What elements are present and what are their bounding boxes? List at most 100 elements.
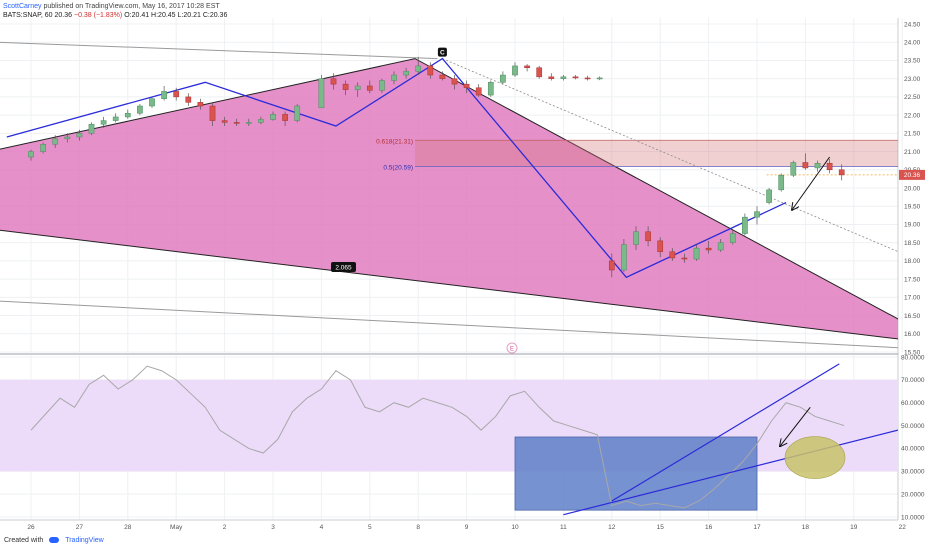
extension-badge bbox=[331, 262, 356, 272]
price-y-tick-label: 15.50 bbox=[904, 349, 921, 356]
candle-body bbox=[185, 96, 192, 103]
point-c-label: C bbox=[440, 50, 445, 57]
candle-body bbox=[366, 85, 373, 91]
candle-body bbox=[487, 82, 494, 96]
candle-body bbox=[705, 247, 712, 251]
candle-body bbox=[427, 65, 434, 76]
price-tag-bg bbox=[899, 169, 925, 180]
candle-body bbox=[76, 133, 83, 138]
x-tick-label: 5 bbox=[368, 524, 372, 531]
x-tick-label: 10 bbox=[511, 524, 519, 531]
harmonic-pattern-line bbox=[6, 57, 787, 279]
candle-body bbox=[318, 78, 325, 109]
publisher-line: ScottCarney published on TradingView.com… bbox=[3, 2, 220, 11]
price-y-tick-label: 21.50 bbox=[904, 131, 921, 138]
created-with-text: Created with bbox=[4, 537, 44, 544]
candle-body bbox=[100, 120, 107, 125]
candle-body bbox=[621, 244, 627, 271]
x-tick-label: 11 bbox=[560, 524, 567, 531]
candle-body bbox=[28, 151, 34, 158]
x-tick-label: May bbox=[170, 524, 183, 531]
ohlc-values: O:20.41 H:20.45 L:20.21 C:20.36 bbox=[124, 12, 228, 19]
candle-body bbox=[173, 91, 180, 98]
point-c-badge bbox=[437, 47, 447, 57]
price-y-tick-label: 20.00 bbox=[904, 185, 921, 192]
x-tick-label: 18 bbox=[802, 524, 810, 531]
tradingview-brand[interactable]: TradingView bbox=[65, 537, 104, 544]
candle-body bbox=[282, 114, 288, 121]
author-link[interactable]: ScottCarney bbox=[3, 3, 42, 10]
candle-body bbox=[560, 76, 567, 79]
fib-0618-label: 0.618(21.31) bbox=[376, 138, 413, 145]
x-tick-label: 16 bbox=[705, 524, 713, 531]
x-tick-label: 22 bbox=[899, 524, 907, 531]
point-e-badge bbox=[506, 342, 518, 354]
candle-body bbox=[754, 211, 760, 218]
price-y-tick-label: 16.50 bbox=[904, 313, 921, 320]
rsi-y-tick-label: 60.0000 bbox=[901, 400, 925, 407]
candle-body bbox=[681, 257, 688, 260]
candle-body bbox=[88, 123, 95, 134]
x-tick-label: 2 bbox=[223, 524, 227, 531]
ohlc-line: BATS:SNAP, 60 20.36 −0.38 (−1.83%) O:20.… bbox=[3, 11, 227, 20]
price-y-tick-label: 19.50 bbox=[904, 204, 921, 211]
x-tick-label: 9 bbox=[465, 524, 469, 531]
x-tick-label: 26 bbox=[27, 524, 35, 531]
rsi-box bbox=[514, 436, 758, 511]
candle-body bbox=[197, 102, 204, 107]
candle-body bbox=[161, 91, 167, 99]
price-y-tick-label: 23.00 bbox=[904, 76, 921, 83]
candle-body bbox=[802, 162, 809, 169]
rsi-pane bbox=[0, 363, 898, 516]
candle-body bbox=[838, 169, 845, 176]
price-y-tick-label: 23.50 bbox=[904, 58, 921, 65]
candle-body bbox=[729, 233, 736, 243]
x-tick-label: 27 bbox=[76, 524, 84, 531]
candle-body bbox=[536, 67, 543, 78]
candle-body bbox=[52, 138, 59, 145]
price-y-tick-label: 17.00 bbox=[904, 295, 921, 302]
candle-body bbox=[633, 231, 639, 245]
candle-body bbox=[342, 83, 349, 90]
rsi-trendline-steep bbox=[611, 363, 840, 502]
projection-dotted-line bbox=[442, 58, 898, 253]
price-y-tick-label: 24.00 bbox=[904, 40, 921, 47]
candle-body bbox=[596, 77, 603, 80]
price-arrow bbox=[792, 156, 831, 210]
channel-line-bottom bbox=[0, 300, 898, 349]
candle-body bbox=[245, 122, 252, 124]
candle-body bbox=[64, 136, 71, 140]
last-price: 20.36 bbox=[54, 12, 73, 19]
x-tick-label: 17 bbox=[753, 524, 761, 531]
footer: Created with TradingView bbox=[4, 537, 104, 544]
candle-body bbox=[379, 80, 385, 91]
candle-body bbox=[693, 247, 700, 260]
candle-body bbox=[657, 240, 664, 253]
rsi-y-tick-label: 40.0000 bbox=[901, 446, 925, 453]
x-tick-label: 8 bbox=[416, 524, 420, 531]
price-tag-text: 20.36 bbox=[904, 172, 921, 179]
candle-body bbox=[209, 105, 216, 121]
candle-body bbox=[475, 87, 482, 96]
price-y-tick-label: 24.50 bbox=[904, 21, 921, 28]
candle-body bbox=[221, 120, 228, 123]
rsi-line bbox=[30, 365, 845, 509]
candle-body bbox=[572, 76, 579, 79]
change-value: −0.38 (−1.83%) bbox=[73, 12, 123, 19]
rsi-y-tick-label: 50.0000 bbox=[901, 423, 925, 430]
candle-body bbox=[233, 122, 240, 124]
rsi-trendline-lower bbox=[563, 429, 898, 516]
point-e-label: E bbox=[510, 347, 514, 353]
extension-label: 2.065 bbox=[335, 265, 352, 272]
price-y-tick-label: 22.00 bbox=[904, 112, 921, 119]
candle-body bbox=[742, 216, 748, 234]
pattern-triangle bbox=[0, 58, 898, 340]
x-tick-label: 15 bbox=[657, 524, 665, 531]
x-tick-label: 3 bbox=[271, 524, 275, 531]
candle-body bbox=[294, 105, 301, 121]
price-y-tick-label: 17.50 bbox=[904, 276, 921, 283]
candle-body bbox=[149, 98, 155, 107]
candle-body bbox=[270, 114, 276, 120]
candle-body bbox=[451, 78, 458, 85]
